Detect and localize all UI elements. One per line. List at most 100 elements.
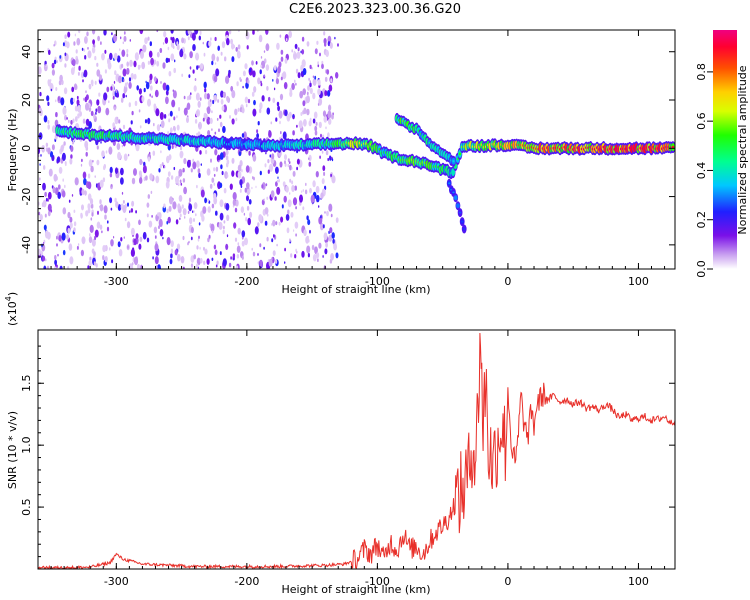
spectrogram-noise-cell (198, 35, 201, 41)
spectrogram-noise-cell (223, 220, 226, 224)
spectrogram-noise-cell (138, 88, 142, 95)
spectrogram-noise-cell (87, 203, 91, 210)
spectrogram-noise-cell (266, 196, 269, 200)
spectrogram-noise-cell (123, 31, 126, 35)
spectrogram-noise-cell (259, 108, 262, 114)
spectrogram-noise-cell (217, 99, 220, 103)
spectrogram-noise-cell (268, 130, 272, 138)
spectrogram-noise-cell (94, 235, 97, 241)
spectrogram-noise-cell (323, 232, 328, 241)
y-tick-label: 1.0 (20, 436, 33, 454)
spectrogram-noise-cell (43, 224, 47, 231)
spectrogram-noise-cell (296, 166, 298, 171)
spectrogram-noise-cell (56, 235, 58, 240)
spectrogram-noise-cell (252, 176, 254, 180)
spectrogram-noise-cell (263, 50, 266, 53)
spectrogram-noise-cell (66, 117, 68, 120)
spectrogram-noise-cell (198, 222, 201, 226)
spectrogram-noise-cell (120, 167, 124, 176)
spectrogram-noise-cell (67, 227, 71, 234)
spectrogram-noise-cell (289, 238, 291, 243)
spectrogram-noise-cell (195, 213, 197, 217)
spectrogram-noise-cell (215, 166, 219, 172)
spectrogram-noise-cell (324, 211, 326, 214)
spectrogram-noise-cell (160, 150, 162, 154)
spectrogram-noise-cell (139, 125, 142, 129)
spectrogram-noise-cell (97, 105, 102, 114)
spectrogram-noise-cell (247, 217, 251, 226)
spectrogram-noise-cell (48, 49, 51, 55)
spectrogram-noise-cell (264, 163, 267, 168)
spectrogram-noise-cell (137, 263, 140, 269)
spectrogram-noise-cell (256, 129, 259, 134)
spectrogram-noise-cell (126, 61, 129, 67)
spectrogram-noise-cell (111, 184, 113, 187)
spectrogram-noise-cell (244, 237, 248, 246)
spectrogram-noise-cell (306, 41, 310, 47)
spectrogram-noise-cell (279, 161, 283, 168)
spectrogram-noise-cell (226, 159, 230, 165)
spectrogram-noise-cell (327, 110, 332, 119)
spectrogram-noise-cell (70, 145, 74, 152)
spectrogram-noise-cell (170, 36, 172, 41)
spectrogram-noise-cell (90, 110, 94, 117)
spectrogram-noise-cell (128, 77, 132, 82)
spectrogram-noise-cell (196, 132, 199, 137)
spectrogram-noise-cell (92, 159, 94, 163)
spectrogram-noise-cell (290, 253, 293, 258)
spectrogram-y-label: Frequency (Hz) (6, 109, 19, 192)
x-tick-label: 0 (504, 575, 511, 588)
spectrogram-noise-cell (89, 198, 94, 205)
spectrogram-noise-cell (199, 30, 202, 35)
spectrogram-noise-cell (258, 34, 263, 43)
spectrogram-noise-cell (287, 199, 292, 208)
spectrogram-noise-cell (170, 253, 173, 259)
spectrogram-noise-cell (213, 182, 216, 186)
spectrogram-noise-cell (315, 171, 319, 178)
spectrogram-noise-cell (320, 192, 324, 199)
spectrogram-noise-cell (56, 60, 58, 64)
spectrogram-noise-cell (275, 166, 279, 174)
spectrogram-noise-cell (113, 52, 118, 61)
spectrogram-noise-cell (305, 182, 307, 186)
spectrogram-noise-cell (86, 31, 89, 37)
spectrogram-noise-cell (38, 147, 41, 155)
spectrogram-noise-cell (62, 106, 67, 115)
spectrogram-noise-cell (70, 67, 75, 75)
spectrogram-noise-cell (296, 51, 301, 59)
spectrogram-noise-cell (206, 106, 211, 115)
spectrogram-x-label: Height of straight line (km) (281, 283, 430, 296)
spectrogram-noise-cell (84, 55, 87, 60)
spectrogram-noise-cell (133, 60, 137, 68)
spectrogram-noise-cell (309, 187, 312, 194)
spectrogram-noise-cell (87, 265, 90, 269)
spectrogram-noise-cell (309, 80, 311, 83)
spectrogram-noise-cell (312, 92, 316, 100)
spectrogram-noise-cell (301, 36, 305, 42)
spectrogram-noise-cell (160, 120, 165, 129)
spectrogram-noise-cell (337, 43, 339, 47)
spectrogram-noise-cell (54, 40, 57, 46)
spectrogram-noise-cell (130, 120, 133, 125)
spectrogram-noise-cell (98, 92, 101, 97)
spectrogram-noise-cell (308, 161, 312, 167)
spectrogram-noise-cell (234, 237, 238, 242)
spectrogram-noise-cell (278, 221, 281, 226)
spectrogram-noise-cell (329, 156, 332, 161)
spectrogram-noise-cell (64, 63, 67, 68)
spectrogram-noise-cell (231, 157, 235, 164)
spectrogram-noise-cell (108, 247, 111, 251)
spectrogram-noise-cell (244, 63, 248, 70)
spectrogram-noise-cell (196, 245, 199, 250)
spectrogram-noise-cell (149, 73, 153, 81)
spectrogram-noise-cell (69, 256, 74, 265)
spectrogram-noise-cell (330, 173, 332, 177)
spectrogram-noise-cell (157, 212, 160, 217)
spectrogram-noise-cell (221, 170, 224, 176)
spectrogram-noise-cell (169, 127, 173, 133)
spectrogram-noise-cell (139, 177, 143, 184)
spectrogram-noise-cell (104, 256, 108, 263)
spectrogram-noise-cell (112, 122, 116, 128)
spectrogram-noise-cell (248, 68, 252, 73)
spectrogram-noise-cell (314, 246, 318, 255)
